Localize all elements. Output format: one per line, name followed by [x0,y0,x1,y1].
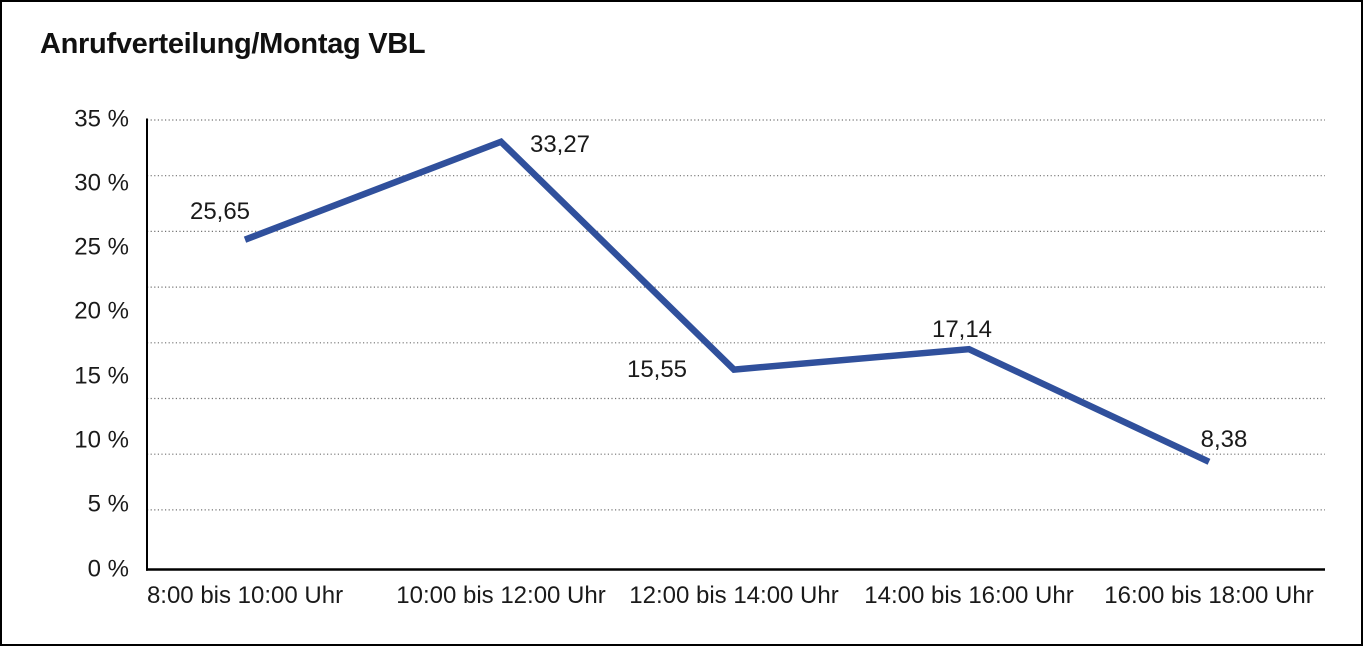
data-point-value-label: 17,14 [931,316,993,344]
x-axis-tick-label: 12:00 bis 14:00 Uhr [629,582,839,609]
x-axis-tick-label: 8:00 bis 10:00 Uhr [146,582,344,609]
y-axis-tick-label: 15 % [74,362,129,390]
y-axis-tick-label: 35 % [74,104,129,132]
data-series-line [243,137,1211,465]
x-axis-tick-label: 14:00 bis 16:00 Uhr [864,582,1074,609]
y-axis-tick-label: 30 % [74,169,129,197]
y-axis-tick-label: 20 % [74,297,129,325]
data-point-value-label: 15,55 [626,355,688,383]
chart-title: Anrufverteilung/Montag VBL [40,28,426,60]
y-axis-tick-label: 25 % [74,233,129,261]
data-point-value-label: 33,27 [529,130,591,158]
x-axis-tick-label: 16:00 bis 18:00 Uhr [1104,582,1314,609]
y-axis-tick-label: 0 % [87,554,129,582]
y-axis-tick-label: 5 % [87,490,129,518]
x-axis-tick-label: 10:00 bis 12:00 Uhr [396,582,606,609]
data-point-value-label: 25,65 [189,197,251,225]
data-point-value-label: 8,38 [1200,425,1248,453]
y-axis-tick-label: 10 % [74,426,129,454]
